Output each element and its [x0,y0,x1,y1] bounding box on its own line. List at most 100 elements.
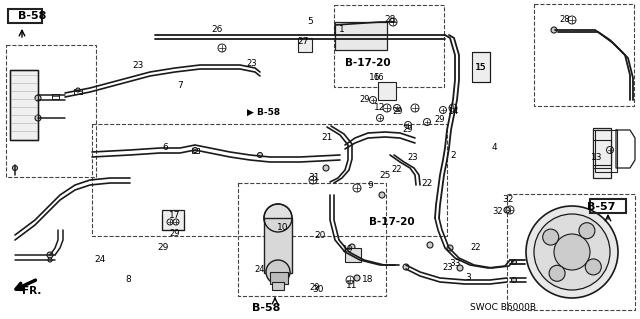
Text: 29: 29 [360,95,371,105]
Bar [272,282,284,290]
Circle shape [427,242,433,248]
Circle shape [13,166,17,170]
Bar [590,199,626,213]
Text: 6: 6 [162,144,168,152]
Bar [51,93,58,99]
Circle shape [511,278,516,283]
Text: 5: 5 [307,18,313,26]
Text: 16: 16 [369,73,381,83]
Text: B-17-20: B-17-20 [345,58,391,68]
Text: 19: 19 [342,246,354,255]
Text: 22: 22 [421,179,433,188]
Text: FR.: FR. [22,286,42,296]
Text: 32: 32 [493,207,503,217]
Text: 29: 29 [170,229,180,239]
Circle shape [457,265,463,271]
Text: 22: 22 [471,243,481,253]
Circle shape [543,229,559,245]
Circle shape [257,152,262,158]
Bar [10,70,38,140]
Text: 2: 2 [450,151,456,160]
Text: SWOC B6000B: SWOC B6000B [470,303,536,313]
Text: 14: 14 [448,108,460,116]
Bar [507,194,635,310]
Text: 29: 29 [393,108,403,116]
Circle shape [76,88,80,92]
Circle shape [354,275,360,281]
Bar [8,9,42,23]
Circle shape [551,27,557,33]
Circle shape [504,207,510,213]
Text: 29: 29 [435,115,445,124]
Circle shape [526,206,618,298]
Circle shape [403,264,409,270]
Text: 7: 7 [177,80,183,90]
Bar [378,82,396,100]
Text: 12: 12 [374,103,386,113]
Text: 4: 4 [491,144,497,152]
Circle shape [447,245,453,251]
Text: 16: 16 [372,73,383,83]
Text: 13: 13 [591,153,603,162]
Circle shape [323,165,329,171]
Text: 10: 10 [277,224,289,233]
Text: 20: 20 [314,231,326,240]
Text: 17: 17 [169,211,180,219]
Circle shape [379,192,385,198]
Bar [534,4,634,106]
Text: 28: 28 [384,16,396,25]
Circle shape [266,260,290,284]
Text: 23: 23 [408,152,419,161]
Bar [334,5,444,87]
Text: 32: 32 [502,196,514,204]
Text: B-57: B-57 [587,202,615,212]
Bar [238,183,386,296]
Text: 24: 24 [94,256,106,264]
Bar [593,130,611,168]
Circle shape [554,234,590,270]
Bar [335,22,387,50]
Text: 30: 30 [312,286,324,294]
Text: B-58: B-58 [252,303,280,313]
Bar [345,248,361,262]
Text: ▶ B-58: ▶ B-58 [247,108,280,116]
Circle shape [264,204,292,232]
Text: 15: 15 [475,63,485,71]
Text: 23: 23 [132,61,144,70]
Text: 29: 29 [403,125,413,135]
Text: 21: 21 [321,133,333,143]
Bar [92,124,447,236]
Text: 25: 25 [380,170,390,180]
Text: 31: 31 [308,174,320,182]
Text: 11: 11 [346,280,358,290]
Text: B-58: B-58 [18,11,46,21]
Circle shape [534,214,610,290]
Bar [74,88,82,93]
Bar [264,218,292,273]
Bar [191,147,198,152]
Text: 18: 18 [362,275,374,284]
Text: 23: 23 [246,58,257,68]
Circle shape [35,115,41,121]
Circle shape [586,259,602,275]
Circle shape [193,147,198,152]
Text: 23: 23 [443,263,453,271]
Text: 24: 24 [255,265,265,275]
Bar [6,45,96,177]
Circle shape [579,223,595,239]
Bar [162,210,184,230]
Circle shape [47,252,53,258]
Text: 29: 29 [310,283,320,292]
Text: 8: 8 [125,275,131,284]
Text: 9: 9 [367,181,373,189]
Text: 27: 27 [298,38,308,47]
Text: 26: 26 [211,26,223,34]
Circle shape [48,258,52,262]
Text: 1: 1 [339,26,345,34]
Circle shape [549,265,565,281]
Text: 29: 29 [157,243,169,253]
Text: 33: 33 [449,259,461,269]
Text: 22: 22 [392,166,403,174]
Text: B-17-20: B-17-20 [369,217,415,227]
Circle shape [35,95,41,101]
